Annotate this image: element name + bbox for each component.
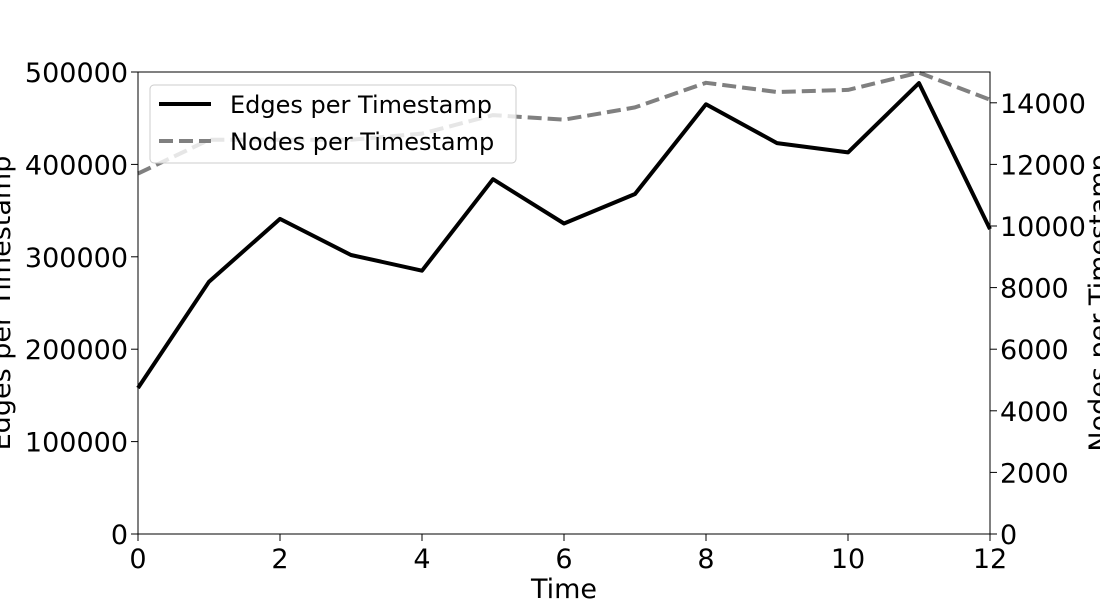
y-right-tick-label: 14000 [1000, 89, 1086, 120]
x-tick-label: 6 [555, 544, 572, 575]
y-right-tick-label: 10000 [1000, 212, 1086, 243]
y-left-tick-label: 400000 [25, 150, 128, 181]
y-right-tick-label: 4000 [1000, 397, 1069, 428]
legend-label-nodes: Nodes per Timestamp [230, 128, 494, 156]
x-tick-label: 8 [697, 544, 714, 575]
y-left-tick-label: 300000 [25, 243, 128, 274]
y-left-tick-label: 0 [111, 520, 128, 551]
x-tick-label: 4 [413, 544, 430, 575]
y-right-tick-label: 0 [1000, 520, 1017, 551]
y-left-tick-label: 500000 [25, 58, 128, 89]
y-left-axis-label: Edges per Timestamp [0, 156, 17, 451]
y-right-tick-label: 6000 [1000, 335, 1069, 366]
y-right-tick-label: 8000 [1000, 274, 1069, 305]
y-left-tick-label: 200000 [25, 335, 128, 366]
legend-label-edges: Edges per Timestamp [230, 91, 492, 119]
axis-layer: 0 2 4 6 8 10 120100000200000300000400000500000… [25, 58, 1086, 575]
edges-series-line [136, 81, 992, 390]
x-tick-label: 2 [271, 544, 288, 575]
y-right-axis-label: Nodes per Timestamp [1084, 154, 1100, 451]
y-right-tick-label: 12000 [1000, 150, 1086, 181]
x-axis-label: Time [530, 574, 597, 600]
y-left-tick-label: 100000 [25, 428, 128, 459]
legend: Edges per Timestamp Nodes per Timestamp [149, 84, 517, 164]
x-tick-label: 10 [831, 544, 865, 575]
x-tick-label: 12 [973, 544, 1007, 575]
y-right-tick-label: 2000 [1000, 458, 1069, 489]
legend-box [149, 84, 517, 164]
x-tick-label: 0 [129, 544, 146, 575]
